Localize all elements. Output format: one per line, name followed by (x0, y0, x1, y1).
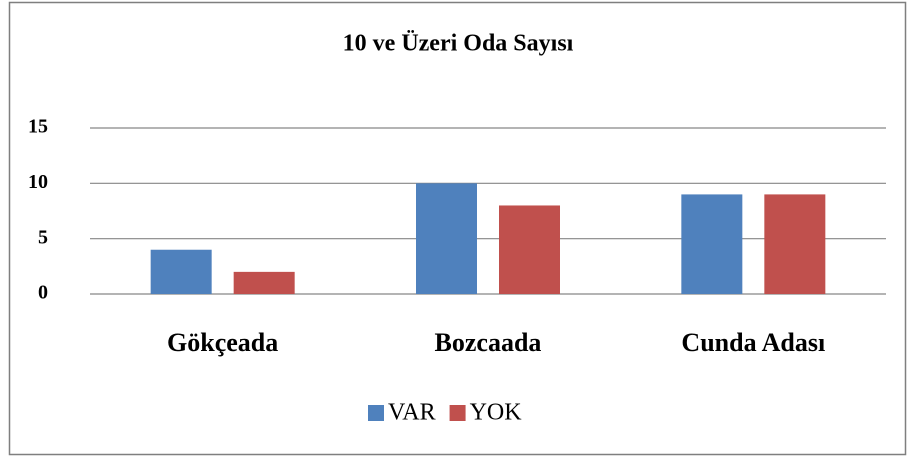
legend-swatch (368, 405, 384, 421)
y-tick-label: 10 (28, 171, 48, 193)
bar (499, 205, 560, 294)
legend-label: YOK (470, 400, 523, 426)
y-tick-label: 15 (28, 116, 48, 138)
bar (150, 249, 212, 294)
x-tick-label: Gökçeada (167, 328, 278, 357)
bar (764, 194, 826, 294)
bar (233, 271, 295, 294)
y-tick-label: 5 (38, 226, 48, 248)
bar (416, 183, 477, 294)
x-tick-label: Bozcaada (435, 328, 542, 357)
legend-label: VAR (388, 400, 436, 426)
x-tick-label: Cunda Adası (681, 328, 825, 357)
bar (681, 194, 743, 294)
y-tick-label: 0 (38, 282, 48, 304)
legend-swatch (449, 405, 466, 421)
chart-title: 10 ve Üzeri Oda Sayısı (343, 31, 574, 57)
